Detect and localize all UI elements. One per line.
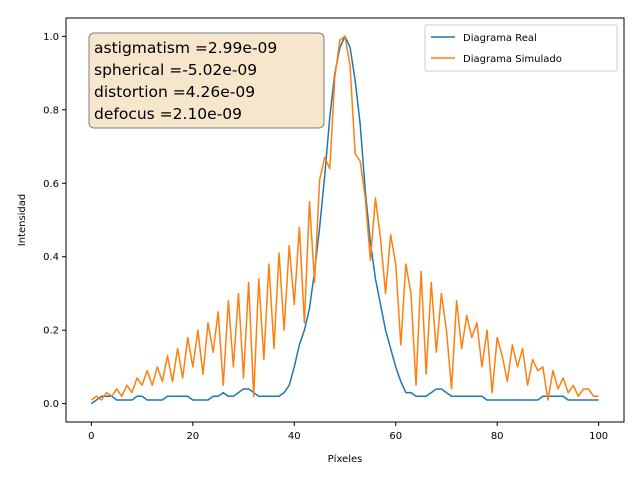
y-axis: 0.0 0.2 0.4 0.6 0.8 1.0 <box>43 32 66 410</box>
x-tick-label: 0 <box>88 431 94 442</box>
annotation-line-spherical: spherical =-5.02e-09 <box>94 61 257 79</box>
annotation-box: astigmatism =2.99e-09 spherical =-5.02e-… <box>88 32 325 129</box>
annotation-background <box>88 32 325 129</box>
plot-frame <box>65 17 625 423</box>
x-axis-label: Píxeles <box>328 453 363 465</box>
y-tick-label: 0.8 <box>43 105 59 116</box>
series-line-simulated <box>90 35 599 401</box>
y-tick-label: 0.4 <box>43 252 59 263</box>
x-tick-label: 80 <box>491 431 504 442</box>
y-tick-label: 0.0 <box>43 399 59 410</box>
legend-label-real: Diagrama Real <box>463 33 537 44</box>
series-layer <box>90 35 599 405</box>
annotation-line-astigmatism: astigmatism =2.99e-09 <box>94 39 277 57</box>
x-tick-label: 60 <box>389 431 402 442</box>
x-tick-label: 100 <box>589 431 608 442</box>
y-tick-label: 0.2 <box>43 326 59 337</box>
y-tick-label: 0.6 <box>43 179 59 190</box>
legend-frame <box>424 24 618 72</box>
annotation-line-defocus: defocus =2.10e-09 <box>94 105 242 123</box>
legend-label-simulated: Diagrama Simulado <box>463 54 562 65</box>
y-axis-label: Intensidad <box>17 194 28 247</box>
y-tick-label: 1.0 <box>43 32 59 43</box>
legend: Diagrama Real Diagrama Simulado <box>424 24 618 72</box>
x-tick-label: 40 <box>288 431 301 442</box>
x-tick-label: 20 <box>186 431 199 442</box>
annotation-line-distortion: distortion =4.26e-09 <box>94 83 255 101</box>
x-axis: 0 20 40 60 80 100 <box>88 422 608 442</box>
